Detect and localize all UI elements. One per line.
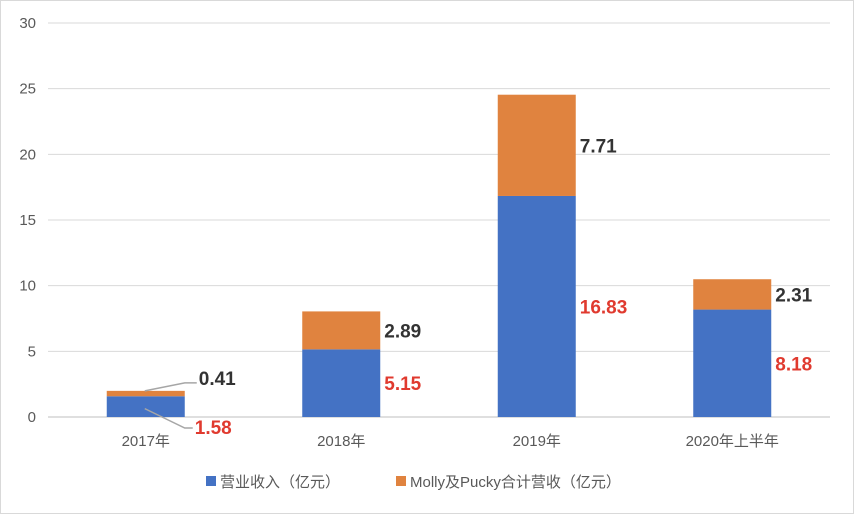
y-tick-label: 15 <box>19 212 36 229</box>
bar-molly-pucky <box>106 390 185 397</box>
x-tick-label: 2020年上半年 <box>686 433 779 450</box>
bar-molly-pucky <box>693 279 772 310</box>
x-tick-label: 2019年 <box>513 433 561 450</box>
bar-revenue <box>302 349 381 417</box>
data-label-molly-pucky: 2.31 <box>775 285 812 306</box>
x-axis-ticks: 2017年 2018年 2019年 2020年上半年 <box>122 433 779 450</box>
y-tick-label: 0 <box>28 409 36 426</box>
bars <box>106 94 772 417</box>
bar-revenue <box>106 396 185 417</box>
y-axis-ticks: 0 5 10 15 20 25 30 <box>19 15 36 426</box>
bar-molly-pucky <box>302 311 381 350</box>
bar-revenue <box>693 309 772 417</box>
legend-swatch-molly-pucky <box>396 476 406 486</box>
data-label-revenue: 8.18 <box>775 354 812 375</box>
data-label-molly-pucky: 2.89 <box>384 321 421 342</box>
y-tick-label: 30 <box>19 15 36 32</box>
data-label-molly-pucky: 0.41 <box>199 369 236 390</box>
legend: 营业收入（亿元） Molly及Pucky合计营收（亿元） <box>206 474 621 491</box>
legend-label-molly-pucky: Molly及Pucky合计营收（亿元） <box>410 474 621 491</box>
leader-line-bottom <box>144 407 193 429</box>
x-tick-label: 2017年 <box>122 433 170 450</box>
bar-molly-pucky <box>497 94 576 196</box>
y-tick-label: 25 <box>19 81 36 98</box>
y-tick-label: 10 <box>19 278 36 295</box>
x-tick-label: 2018年 <box>317 433 365 450</box>
data-label-revenue: 5.15 <box>384 374 421 395</box>
legend-label-revenue: 营业收入（亿元） <box>220 474 340 491</box>
data-label-molly-pucky: 7.71 <box>580 136 617 157</box>
data-labels: 0.41 1.58 2.89 5.15 7.71 16.83 2.31 8.18 <box>144 136 813 439</box>
bar-revenue <box>497 195 576 417</box>
leader-line-top <box>144 382 197 392</box>
y-tick-label: 20 <box>19 146 36 163</box>
legend-swatch-revenue <box>206 476 216 486</box>
y-tick-label: 5 <box>28 343 36 360</box>
data-label-revenue: 16.83 <box>580 297 628 318</box>
data-label-revenue: 1.58 <box>195 418 232 439</box>
